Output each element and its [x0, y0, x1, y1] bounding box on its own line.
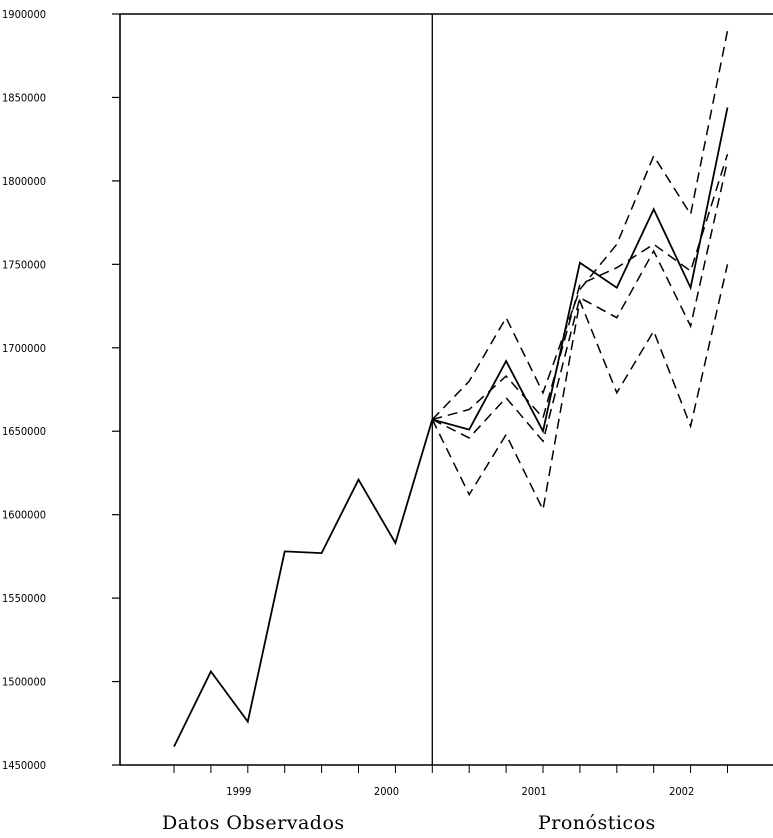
y-tick-label: 1550000 [2, 592, 46, 605]
y-tick-label: 1650000 [2, 425, 46, 438]
x-tick-label: 1999 [226, 785, 251, 798]
y-tick-label: 1800000 [2, 175, 46, 188]
axes [112, 13, 773, 773]
y-tick-label: 1500000 [2, 676, 46, 689]
series-line-outer-upper [431, 30, 729, 421]
x-tick-label: 2000 [374, 785, 399, 798]
x-tick-label: 2001 [522, 785, 547, 798]
series-line-observed [173, 419, 434, 747]
series-line-outer-lower [431, 264, 729, 513]
series-lines [173, 30, 729, 747]
observed-region-label: Datos Observados [162, 812, 345, 834]
y-tick-label: 1700000 [2, 342, 46, 355]
x-tick-label: 2002 [669, 785, 694, 798]
y-tick-label: 1900000 [2, 8, 46, 21]
x-tick-labels: 1999 2000 2001 2002 [226, 785, 694, 798]
series-line-inner-upper [432, 153, 729, 421]
forecast-region-label: Pronósticos [538, 812, 656, 834]
y-tick-label: 1600000 [2, 509, 46, 522]
series-line-forecast [432, 107, 729, 434]
y-tick-labels: 1900000 1850000 1800000 1750000 1700000 16500… [2, 8, 46, 772]
y-tick-label: 1850000 [2, 91, 46, 104]
y-tick-label: 1750000 [2, 258, 46, 271]
y-tick-label: 1450000 [2, 759, 46, 772]
